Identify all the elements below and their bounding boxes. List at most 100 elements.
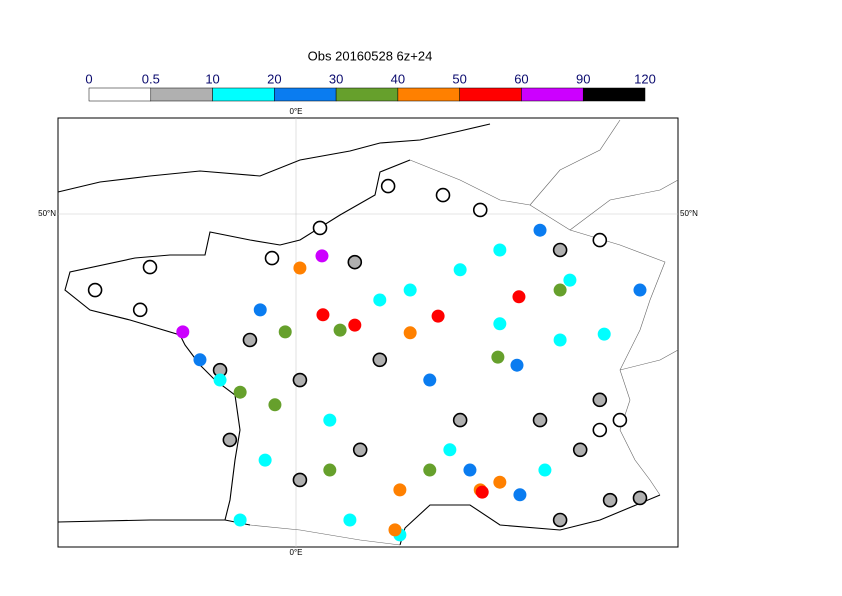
station-dot (333, 323, 347, 337)
coast-france-atlantic (64, 159, 411, 526)
station-dot (602, 492, 618, 508)
station-dot (452, 412, 468, 428)
station-dot (552, 512, 568, 528)
station-dot (242, 332, 258, 348)
station-dot (132, 302, 148, 318)
graticule-labels: 0°E 0°E 50°N 50°N (38, 107, 698, 557)
colorbar-box (274, 87, 337, 102)
station-dot (323, 413, 337, 427)
station-dot (633, 283, 647, 297)
station-dot (372, 352, 388, 368)
station-dot (233, 513, 247, 527)
meridian-label: 0°E (290, 107, 303, 116)
station-dot (222, 432, 238, 448)
station-dot (533, 223, 547, 237)
map-title: Obs 20160528 6z+24 (308, 48, 433, 63)
station-dot (572, 442, 588, 458)
borders (249, 119, 679, 546)
station-dot (423, 463, 437, 477)
station-dot (532, 412, 548, 428)
stations (87, 178, 648, 542)
colorbar: 0 0.5 10 20 30 40 50 60 90 120 (85, 71, 656, 102)
station-dot (193, 353, 207, 367)
colorbar-label: 30 (329, 71, 343, 86)
station-dot (463, 463, 477, 477)
station-dot (380, 178, 396, 194)
colorbar-box (88, 87, 152, 102)
station-dot (233, 385, 247, 399)
colorbar-label: 20 (267, 71, 281, 86)
station-dot (403, 326, 417, 340)
colorbar-box (582, 87, 646, 102)
station-dot (352, 442, 368, 458)
colorbar-label: 90 (576, 71, 590, 86)
colorbar-box (521, 87, 584, 102)
coast-france-mediterranean (399, 494, 661, 546)
station-dot (563, 273, 577, 287)
station-dot (268, 398, 282, 412)
station-dot (258, 453, 272, 467)
station-dot (315, 249, 329, 263)
station-dot (493, 317, 507, 331)
station-dot (176, 325, 190, 339)
station-dot (343, 513, 357, 527)
station-dot (323, 463, 337, 477)
meridian-label: 0°E (290, 548, 303, 557)
colorbar-label: 120 (634, 71, 656, 86)
station-dot (592, 422, 608, 438)
station-dot (87, 282, 103, 298)
coast-spain (57, 519, 225, 523)
station-dot (278, 325, 292, 339)
station-dot (553, 283, 567, 297)
colorbar-box (212, 87, 275, 102)
colorbar-label: 10 (205, 71, 219, 86)
station-dot (393, 483, 407, 497)
station-dot (552, 242, 568, 258)
station-dot (213, 373, 227, 387)
colorbar-label: 50 (452, 71, 466, 86)
station-dot (453, 263, 467, 277)
station-dot (347, 254, 363, 270)
station-dot (388, 523, 402, 537)
station-dot (431, 309, 445, 323)
station-dot (348, 318, 362, 332)
station-dot (493, 243, 507, 257)
colorbar-box (397, 87, 460, 102)
map-frame (57, 117, 679, 548)
station-dot (512, 290, 526, 304)
coastlines (57, 123, 661, 546)
parallel-label: 50°N (680, 209, 698, 218)
colorbar-label: 0 (85, 71, 92, 86)
station-dot (293, 261, 307, 275)
station-dot (472, 202, 488, 218)
station-dot (612, 412, 628, 428)
station-dot (292, 472, 308, 488)
station-dot (142, 259, 158, 275)
station-dot (443, 443, 457, 457)
border-other (529, 119, 679, 371)
station-dot (513, 488, 527, 502)
station-dot (632, 490, 648, 506)
parallel-label: 50°N (38, 209, 56, 218)
border-spain (249, 524, 401, 546)
station-dot (312, 220, 328, 236)
colorbar-box (459, 87, 522, 102)
colorbar-label: 60 (514, 71, 528, 86)
station-dot (292, 372, 308, 388)
colorbar-box (150, 87, 213, 102)
station-dot (423, 373, 437, 387)
station-dot (264, 250, 280, 266)
station-dot (435, 187, 451, 203)
station-dot (493, 475, 507, 489)
station-dot (316, 308, 330, 322)
colorbar-box (335, 87, 399, 102)
station-dot (592, 232, 608, 248)
coast-england (57, 123, 491, 193)
station-dot (491, 350, 505, 364)
station-dot (373, 293, 387, 307)
station-dot (510, 358, 524, 372)
station-dot (553, 333, 567, 347)
station-dot (403, 283, 417, 297)
border-east (409, 159, 666, 496)
